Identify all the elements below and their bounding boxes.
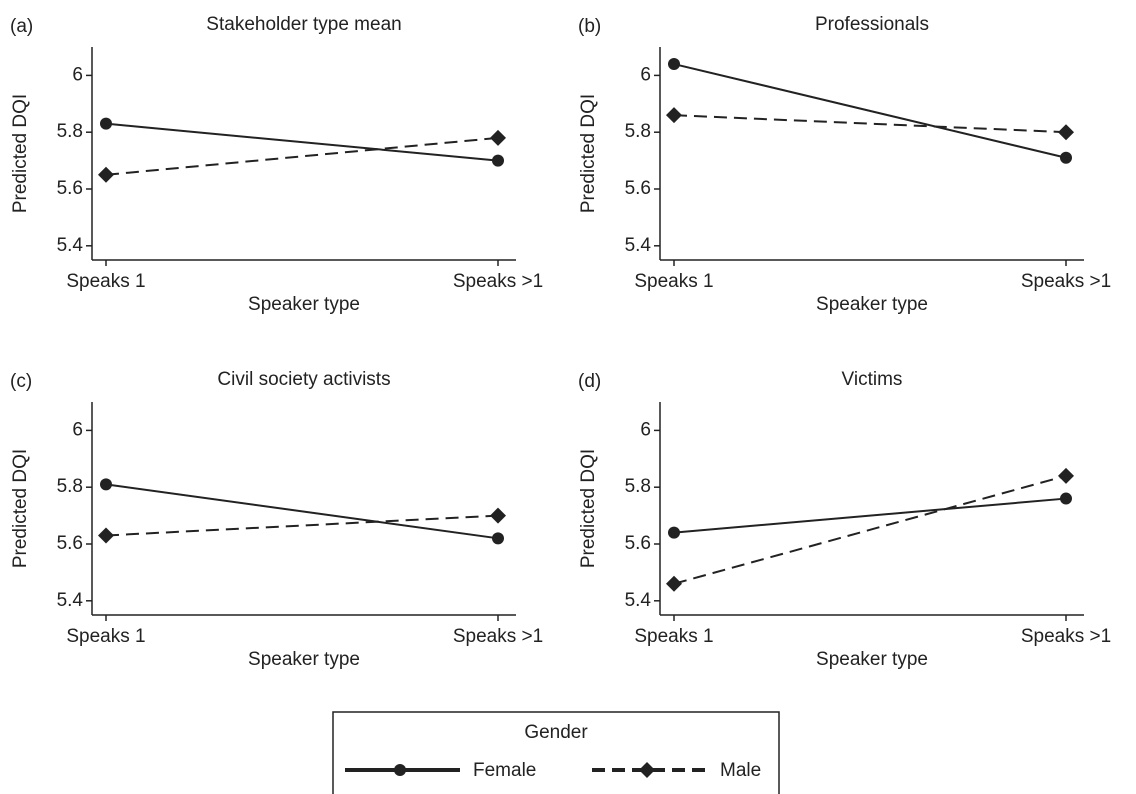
marker [1058,124,1074,141]
x-tick-label: Speaks 1 [634,626,713,647]
x-tick-label: Speaks 1 [634,271,713,292]
marker [98,527,114,544]
marker [1060,492,1072,505]
y-tick-label: 5.6 [57,178,83,199]
marker [490,129,506,146]
series-line [673,114,1067,134]
y-tick-label: 6 [640,64,651,85]
x-axis-label: Speaker type [248,649,360,670]
marker [668,526,680,539]
marker [100,117,112,130]
series-line [105,122,499,162]
marker [98,166,114,183]
series-line [105,483,499,540]
x-tick-label: Speaks 1 [66,271,145,292]
x-tick-label: Speaks >1 [1021,626,1111,647]
marker [639,762,655,778]
y-tick-label: 5.8 [625,121,651,142]
x-axis-label: Speaker type [816,294,928,315]
series-line [673,497,1067,534]
legend-label: Male [720,760,761,781]
y-tick-label: 6 [72,64,83,85]
marker [1060,151,1072,164]
panel-title: Professionals [815,14,929,35]
legend-box [332,711,780,794]
x-axis-label: Speaker type [248,294,360,315]
panel-title: Stakeholder type mean [206,14,401,35]
x-axis-label: Speaker type [816,649,928,670]
legend-title: Gender [524,722,588,743]
marker [492,532,504,545]
marker [490,507,506,524]
legend-label: Female [473,760,536,781]
x-tick-label: Speaks >1 [453,271,543,292]
y-tick-label: 5.4 [57,590,84,611]
x-tick-label: Speaks 1 [66,626,145,647]
y-axis-label: Predicted DQI [10,94,31,213]
y-tick-label: 6 [640,419,651,440]
y-tick-label: 5.4 [625,590,652,611]
series-line [673,63,1067,159]
marker [1058,467,1074,484]
marker [100,478,112,491]
x-tick-label: Speaks >1 [453,626,543,647]
y-tick-label: 5.6 [625,178,651,199]
marker [666,575,682,592]
y-tick-label: 5.4 [625,235,652,256]
series-line [673,474,1067,585]
y-axis-label: Predicted DQI [578,94,599,213]
y-tick-label: 5.8 [57,476,83,497]
panel-label: (c) [10,371,32,392]
y-tick-label: 5.8 [57,121,83,142]
panel-title: Civil society activists [217,369,390,390]
y-tick-label: 5.8 [625,476,651,497]
marker [394,764,406,776]
y-axis-label: Predicted DQI [10,449,31,568]
x-tick-label: Speaks >1 [1021,271,1111,292]
y-tick-label: 6 [72,419,83,440]
y-axis-label: Predicted DQI [578,449,599,568]
panel-label: (d) [578,371,601,392]
series-line [105,136,499,176]
marker [668,58,680,71]
panel-label: (a) [10,16,33,37]
y-tick-label: 5.6 [57,533,83,554]
series-line [105,514,499,537]
panel-title: Victims [842,369,903,390]
y-tick-label: 5.4 [57,235,84,256]
panel-label: (b) [578,16,601,37]
marker [492,154,504,167]
marker [666,107,682,124]
y-tick-label: 5.6 [625,533,651,554]
